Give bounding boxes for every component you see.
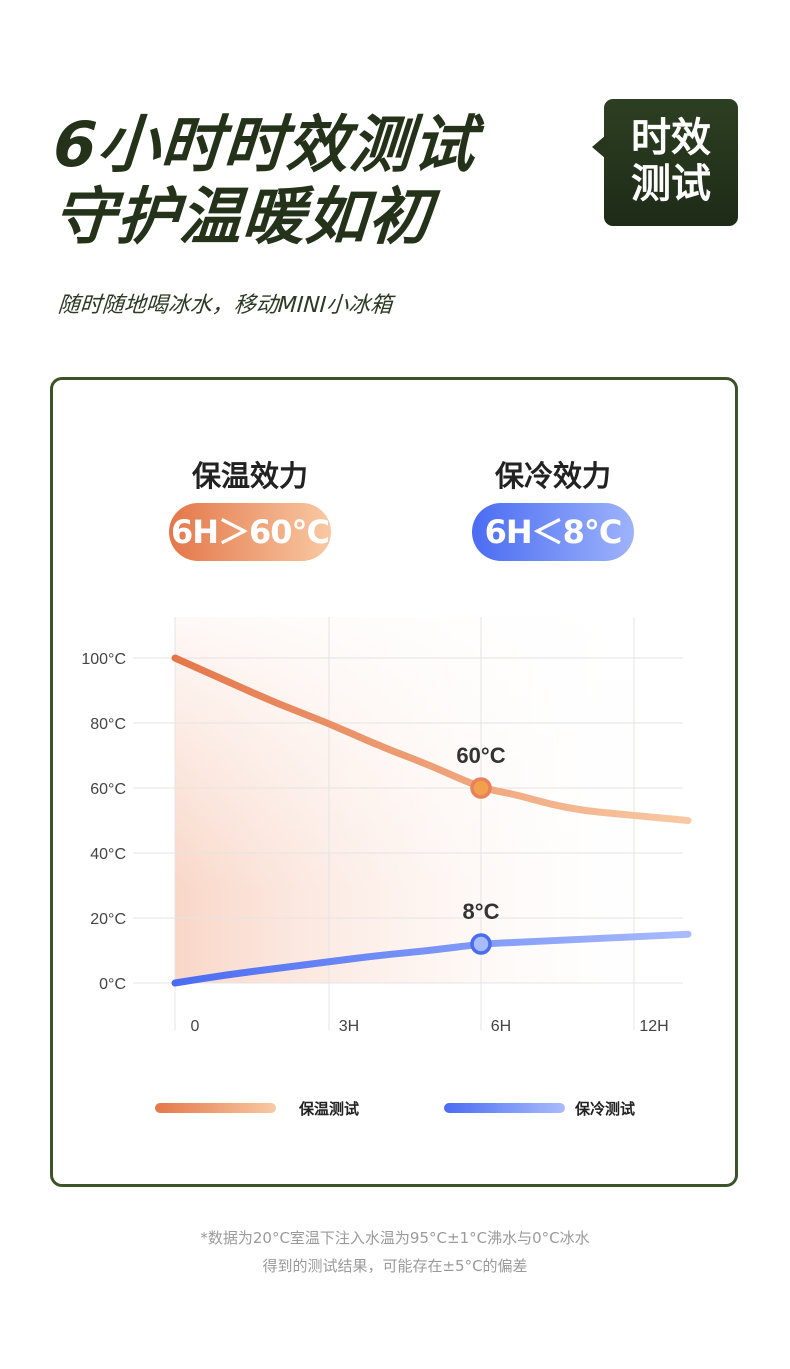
cold-6h-label: 8°C [463,899,500,924]
footnote-line-1: *数据为20°C室温下注入水温为95°C±1°C沸水与0°C冰水 [200,1229,590,1247]
time-test-badge: 时效 测试 [592,99,738,226]
legend-cold-label: 保冷测试 [575,1100,636,1118]
y-tick-label: 0°C [99,976,126,993]
x-tick-label: 12H [639,1018,668,1035]
footnote-line-2: 得到的测试结果，可能存在±5°C的偏差 [262,1257,528,1275]
legend-cold-swatch [444,1103,565,1113]
y-tick-label: 40°C [90,846,126,863]
y-tick-label: 100°C [81,651,126,668]
badge-text-line-2: 测试 [631,161,711,207]
x-tick-label: 0 [191,1018,200,1035]
legend-warm-label: 保温测试 [299,1100,360,1118]
warm-effect-title: 保温效力 [191,459,308,493]
warm-6h-label: 60°C [456,743,505,768]
cold-series-line [171,930,692,987]
cold-effect-pill: 6H＜8°C [472,503,634,561]
legend-warm-swatch [155,1103,276,1113]
plot-area-fade [175,617,683,892]
badge-text-line-1: 时效 [631,115,711,161]
warm-series-line [171,654,692,824]
cold-6h-marker [470,933,492,955]
warm-effect-pill: 6H＞60°C [169,503,331,561]
x-tick-label: 6H [491,1018,511,1035]
warm-6h-marker [470,777,492,799]
y-tick-label: 80°C [90,716,126,733]
x-tick-label: 3H [339,1018,359,1035]
cold-effect-title: 保冷效力 [494,459,611,493]
y-tick-label: 20°C [90,911,126,928]
y-tick-label: 60°C [90,781,126,798]
